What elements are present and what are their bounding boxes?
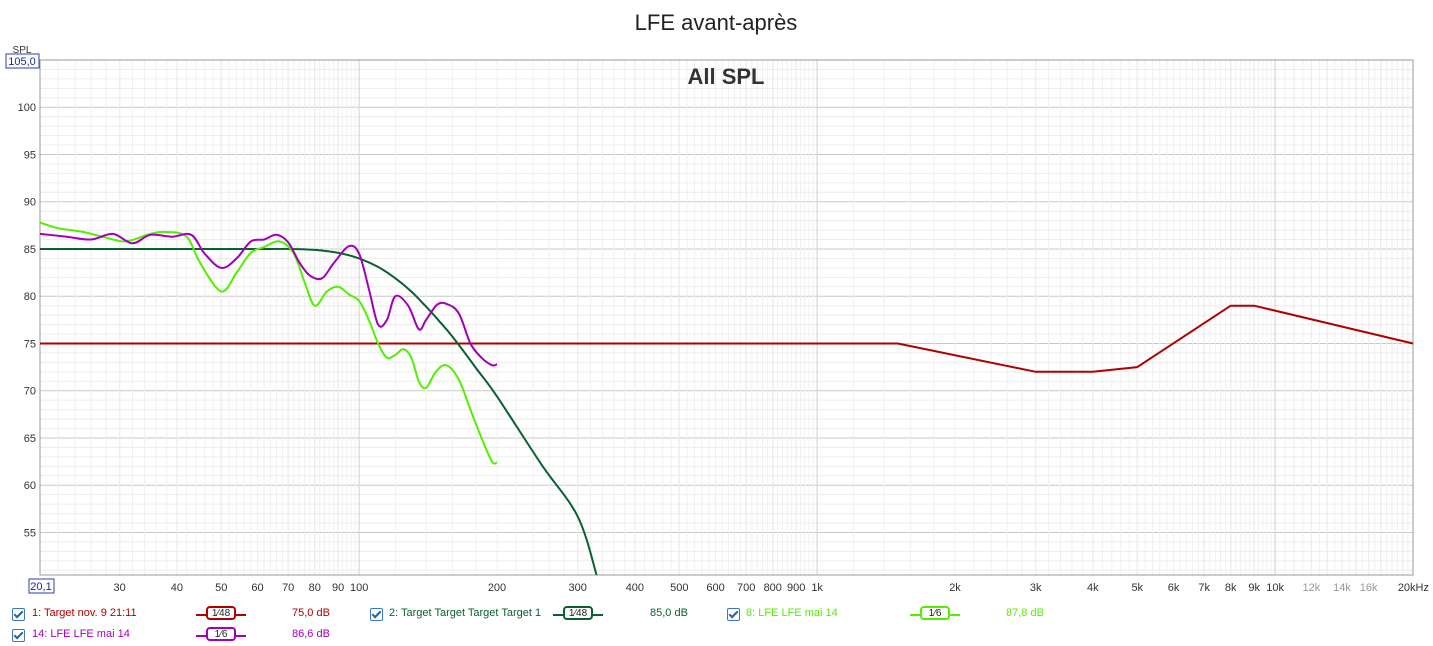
x-tick-label: 12k bbox=[1303, 582, 1321, 594]
legend-name-3: 8: LFE LFE mai 14 bbox=[746, 607, 838, 619]
x-tick-label: 14k bbox=[1333, 582, 1351, 594]
x-tick-label: 7k bbox=[1198, 582, 1210, 594]
grid bbox=[40, 59, 1414, 575]
series-line-1[interactable] bbox=[40, 304, 1414, 373]
x-tick-label: 5k bbox=[1131, 582, 1143, 594]
x-min-value: 20,1 bbox=[30, 581, 51, 593]
x-tick-label: 6k bbox=[1168, 582, 1180, 594]
legend-checkbox-3[interactable] bbox=[727, 608, 740, 621]
legend-name-2: 2: Target Target Target Target 1 bbox=[389, 607, 542, 619]
legend-checkbox-4[interactable] bbox=[12, 629, 25, 642]
x-tick-label: 600 bbox=[706, 582, 724, 594]
axis-labels: 55 60 65 70 75 80 85 90 95 100 30 40 50 60 70 80 90 100 20… bbox=[18, 102, 1429, 594]
x-tick-label: 10k bbox=[1266, 582, 1284, 594]
legend-level-4: 86,6 dB bbox=[292, 628, 330, 640]
legend-checkbox-1[interactable] bbox=[12, 608, 25, 621]
x-tick-label: 40 bbox=[171, 582, 183, 594]
y-max-box[interactable] bbox=[5, 53, 40, 69]
x-tick-label: 30 bbox=[114, 582, 126, 594]
x-tick-label: 80 bbox=[309, 582, 321, 594]
legend-row-1: 1: Target nov. 9 21:11 1⁄48 75,0 dB 2: T… bbox=[0, 606, 1433, 624]
x-tick-label: 50 bbox=[215, 582, 227, 594]
smoothing-num: 1 bbox=[568, 608, 575, 619]
x-min-box[interactable] bbox=[28, 578, 55, 594]
series-layer bbox=[39, 221, 1414, 576]
x-tick-label: 60 bbox=[251, 582, 263, 594]
y-max-value: 105,0 bbox=[8, 56, 36, 68]
y-tick-label: 90 bbox=[24, 197, 36, 209]
x-tick-label: 70 bbox=[282, 582, 294, 594]
x-tick-label: 500 bbox=[670, 582, 688, 594]
y-tick-label: 80 bbox=[24, 291, 36, 303]
legend-row-2: 14: LFE LFE mai 14 1⁄6 86,6 dB bbox=[0, 627, 1433, 645]
x-tick-label: 9k bbox=[1248, 582, 1260, 594]
series-line-2[interactable] bbox=[40, 247, 598, 576]
smoothing-num: 1 bbox=[214, 629, 221, 640]
x-tick-label: 20kHz bbox=[1398, 582, 1429, 594]
legend-checkbox-2[interactable] bbox=[370, 608, 383, 621]
y-tick-label: 65 bbox=[24, 433, 36, 445]
legend-smoothing-4[interactable]: 1⁄6 bbox=[206, 627, 236, 641]
x-tick-label: 300 bbox=[568, 582, 586, 594]
legend-level-1: 75,0 dB bbox=[292, 607, 330, 619]
x-tick-label: 200 bbox=[488, 582, 506, 594]
x-tick-label: 4k bbox=[1087, 582, 1099, 594]
smoothing-den: 6 bbox=[221, 629, 228, 640]
legend-smoothing-2[interactable]: 1⁄48 bbox=[563, 606, 593, 620]
x-tick-label: 16k bbox=[1360, 582, 1378, 594]
legend-name-1: 1: Target nov. 9 21:11 bbox=[32, 607, 137, 619]
x-tick-label: 800 bbox=[764, 582, 782, 594]
x-tick-label: 2k bbox=[949, 582, 961, 594]
smoothing-den: 48 bbox=[219, 608, 231, 619]
legend-smoothing-1[interactable]: 1⁄48 bbox=[206, 606, 236, 620]
x-tick-label: 8k bbox=[1225, 582, 1237, 594]
y-tick-label: 75 bbox=[24, 338, 36, 350]
y-tick-label: 95 bbox=[24, 149, 36, 161]
legend-level-3: 87,8 dB bbox=[1006, 607, 1044, 619]
y-tick-label: 60 bbox=[24, 480, 36, 492]
y-tick-label: 85 bbox=[24, 244, 36, 256]
plot-frame bbox=[39, 59, 1414, 576]
smoothing-den: 48 bbox=[576, 608, 588, 619]
x-tick-label: 100 bbox=[350, 582, 368, 594]
chart-subtitle: All SPL bbox=[687, 64, 764, 89]
legend-level-2: 85,0 dB bbox=[650, 607, 688, 619]
x-tick-label: 1k bbox=[811, 582, 823, 594]
smoothing-num: 1 bbox=[928, 608, 935, 619]
x-tick-label: 90 bbox=[332, 582, 344, 594]
x-tick-label: 400 bbox=[626, 582, 644, 594]
legend-smoothing-3[interactable]: 1⁄6 bbox=[920, 606, 950, 620]
smoothing-den: 6 bbox=[935, 608, 942, 619]
x-tick-label: 900 bbox=[787, 582, 805, 594]
y-tick-label: 100 bbox=[18, 102, 36, 114]
y-tick-label: 55 bbox=[24, 527, 36, 539]
series-line-4[interactable] bbox=[39, 232, 498, 367]
legend-name-4: 14: LFE LFE mai 14 bbox=[32, 628, 130, 640]
smoothing-num: 1 bbox=[211, 608, 218, 619]
series-line-3[interactable] bbox=[39, 221, 498, 465]
y-axis-label: SPL bbox=[13, 45, 32, 56]
x-tick-label: 3k bbox=[1030, 582, 1042, 594]
chart-title: LFE avant-après bbox=[635, 10, 798, 35]
y-tick-label: 70 bbox=[24, 386, 36, 398]
x-tick-label: 700 bbox=[737, 582, 755, 594]
